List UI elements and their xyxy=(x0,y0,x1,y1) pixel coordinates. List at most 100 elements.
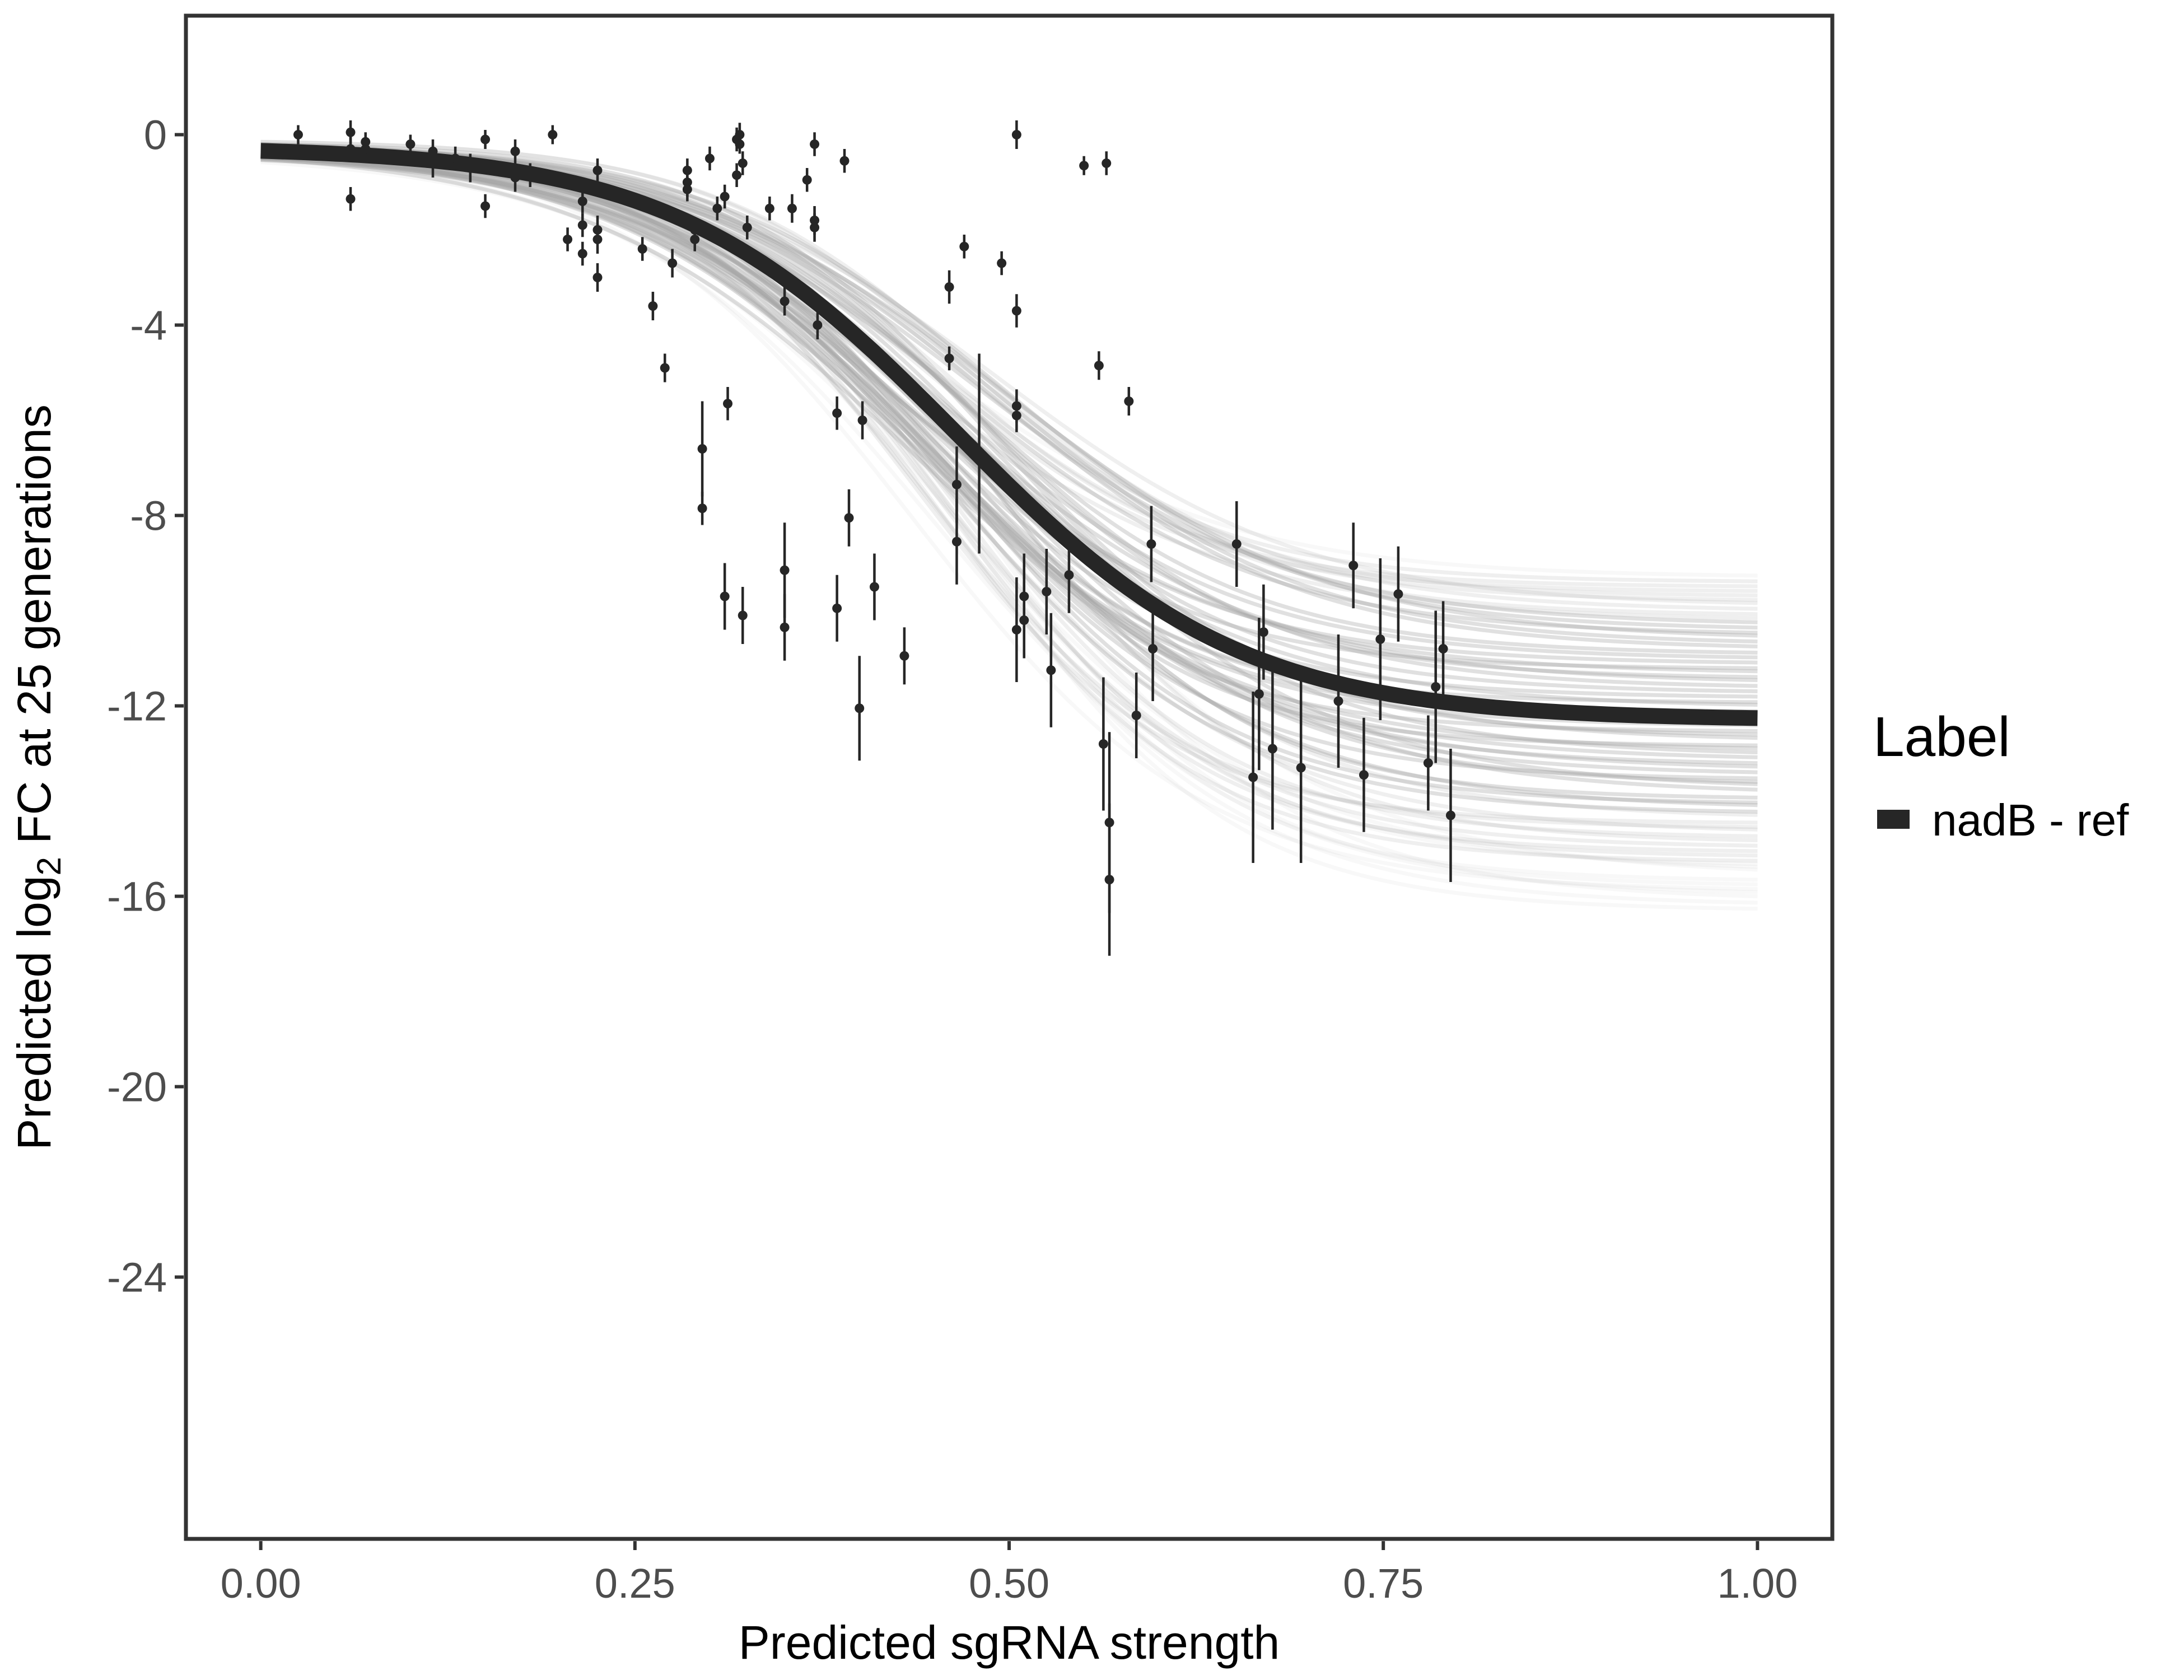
point-marker xyxy=(510,172,520,183)
legend-title: Label xyxy=(1873,706,2010,768)
data-point xyxy=(361,139,371,158)
point-marker xyxy=(1423,758,1433,768)
y-tick-label: -16 xyxy=(107,874,167,920)
data-point xyxy=(951,498,962,585)
data-point xyxy=(1011,577,1021,682)
data-point xyxy=(563,227,573,251)
posterior-draw-line xyxy=(260,144,1758,611)
posterior-draw-line xyxy=(260,151,1758,891)
data-point xyxy=(428,149,438,178)
data-point xyxy=(1042,549,1052,634)
data-point xyxy=(1267,668,1277,830)
y-tick-label: -24 xyxy=(107,1254,167,1301)
data-point xyxy=(732,163,742,187)
posterior-draw-line xyxy=(260,158,1758,766)
fit-curve-nadb-ref xyxy=(260,143,1758,726)
data-point xyxy=(704,146,715,171)
data-point xyxy=(1011,399,1021,432)
posterior-draw-line xyxy=(260,142,1758,655)
data-point xyxy=(1445,749,1455,882)
point-marker xyxy=(346,144,356,154)
point-marker xyxy=(857,416,867,425)
point-marker xyxy=(525,170,535,180)
point-marker xyxy=(1445,810,1455,820)
point-marker xyxy=(1064,570,1074,580)
data-point xyxy=(1098,677,1108,811)
data-point xyxy=(1131,673,1141,758)
x-axis: 0.00 0.25 0.50 0.75 1.00 xyxy=(221,1541,1798,1607)
point-marker xyxy=(480,134,491,144)
y-tick-label: -20 xyxy=(107,1064,167,1110)
data-point xyxy=(735,134,745,154)
data-point xyxy=(592,158,603,183)
data-point xyxy=(780,594,790,661)
y-tick-label: -4 xyxy=(130,302,167,349)
point-marker xyxy=(465,163,475,173)
data-point xyxy=(1231,501,1242,587)
point-marker xyxy=(592,165,603,175)
data-point xyxy=(738,587,748,644)
data-point xyxy=(1011,120,1021,149)
plot-panel-border xyxy=(184,13,1835,1541)
data-point xyxy=(839,149,850,173)
point-marker xyxy=(1333,696,1343,706)
data-point xyxy=(720,563,730,630)
fit-curve-group xyxy=(260,143,1758,726)
y-axis-title-subscript: 2 xyxy=(30,857,68,875)
data-point xyxy=(869,553,879,620)
data-point xyxy=(668,249,678,278)
x-tick-label: 0.50 xyxy=(969,1560,1049,1607)
data-point xyxy=(1064,536,1074,613)
data-point xyxy=(780,287,790,316)
point-marker xyxy=(697,503,707,514)
point-marker xyxy=(780,296,790,306)
posterior-draw-line xyxy=(260,154,1758,620)
point-marker xyxy=(1011,410,1021,421)
point-marker xyxy=(1046,665,1056,675)
point-marker xyxy=(1104,875,1114,885)
data-point xyxy=(1146,506,1156,582)
data-point xyxy=(648,292,658,320)
point-marker xyxy=(723,399,733,409)
point-marker xyxy=(810,139,820,149)
point-marker xyxy=(592,235,603,244)
point-marker xyxy=(1431,682,1441,692)
data-point xyxy=(1148,596,1158,701)
y-axis: 0 -4 -8 -12 -16 -20 -24 xyxy=(107,112,184,1301)
point-marker xyxy=(1258,627,1268,637)
data-point xyxy=(577,241,587,266)
posterior-draw-line xyxy=(260,155,1758,792)
data-point xyxy=(1258,584,1268,680)
point-marker xyxy=(1094,361,1104,371)
data-point xyxy=(899,627,909,685)
data-point xyxy=(738,151,748,175)
posterior-draw-line xyxy=(260,140,1758,584)
point-marker xyxy=(428,158,438,168)
point-marker xyxy=(704,153,715,164)
point-marker xyxy=(1124,396,1134,406)
data-point xyxy=(959,235,969,259)
x-tick-label: 0.75 xyxy=(1343,1560,1424,1607)
legend-label-nadb-ref: nadB - ref xyxy=(1932,795,2129,845)
point-marker xyxy=(735,139,745,149)
data-point xyxy=(1333,634,1343,768)
data-point xyxy=(465,153,475,183)
posterior-draw-line xyxy=(260,149,1758,682)
point-marker xyxy=(742,222,752,232)
point-marker xyxy=(637,244,647,254)
point-marker xyxy=(944,353,954,363)
data-point xyxy=(577,189,587,213)
point-marker xyxy=(346,127,356,137)
data-point xyxy=(742,216,752,240)
point-marker xyxy=(450,153,460,164)
point-marker xyxy=(1042,587,1052,596)
data-point xyxy=(813,311,823,339)
point-marker xyxy=(1011,130,1021,139)
data-point xyxy=(1079,156,1089,175)
data-point xyxy=(787,194,797,223)
data-point xyxy=(1094,351,1104,380)
point-marker xyxy=(577,197,587,206)
x-axis-title: Predicted sgRNA strength xyxy=(739,1616,1280,1669)
data-point xyxy=(525,163,535,187)
point-marker xyxy=(697,444,707,454)
